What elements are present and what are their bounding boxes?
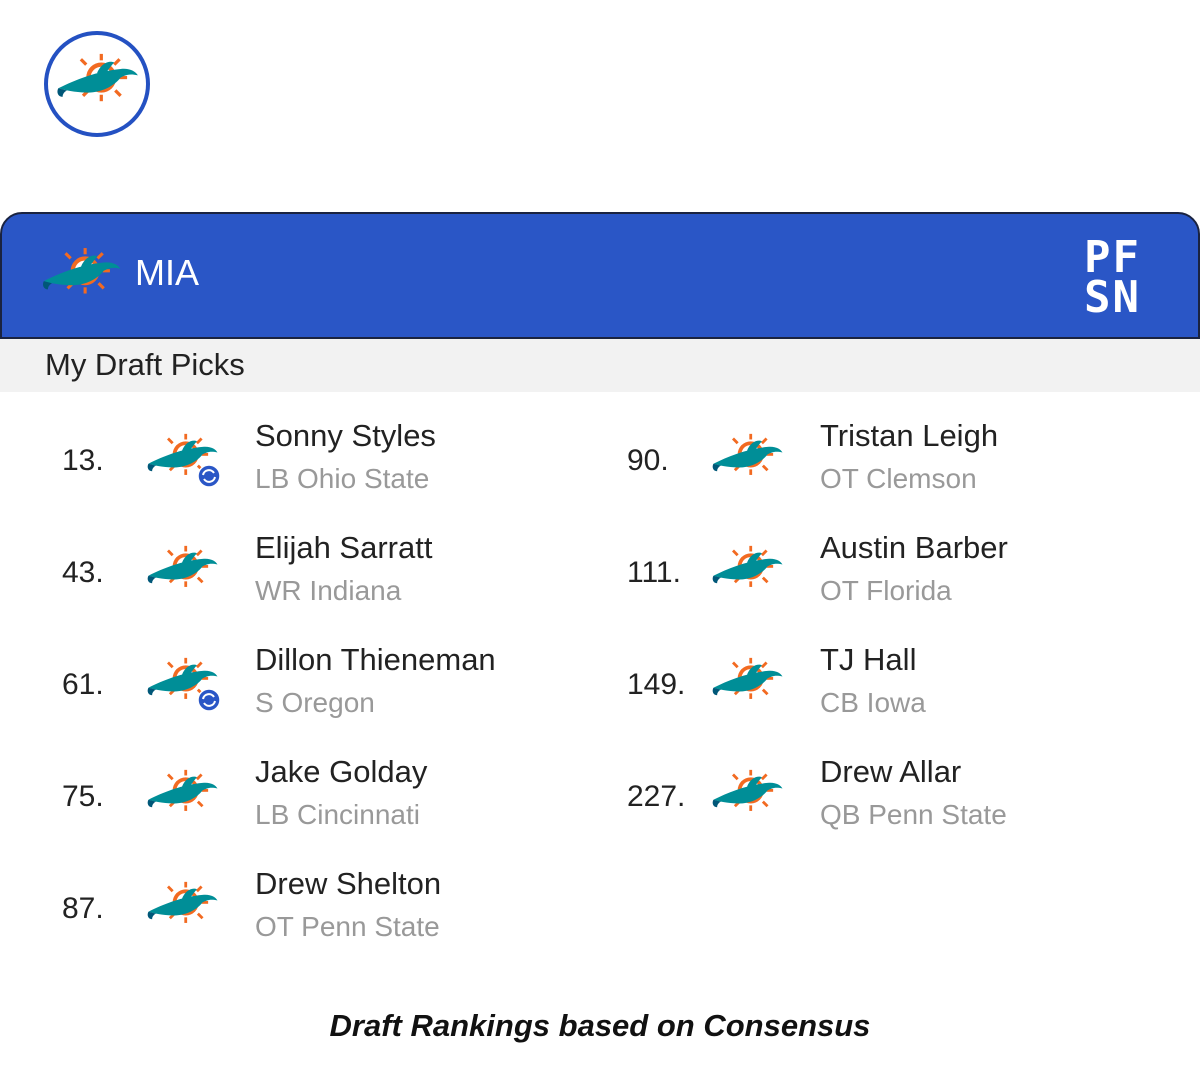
traded-badge: [197, 688, 220, 712]
brand-logo: SN: [1084, 272, 1141, 323]
team-icon: [144, 880, 220, 936]
team-icon: [144, 544, 220, 600]
player-details: QB Penn State: [820, 799, 1007, 830]
pick-number: 87.: [62, 892, 104, 925]
player-name: Jake Golday: [255, 754, 428, 789]
team-icon: [709, 656, 785, 712]
team-icon: [144, 656, 220, 712]
footer-note: Draft Rankings based on Consensus: [329, 1008, 871, 1043]
player-name: Drew Allar: [820, 754, 962, 789]
player-details: LB Ohio State: [255, 463, 430, 494]
player-details: OT Penn State: [255, 911, 440, 942]
pick-number: 90.: [627, 444, 669, 477]
dolphin-icon: [54, 51, 140, 117]
team-header: [0, 212, 1200, 339]
team-icon: [709, 432, 785, 488]
player-details: OT Florida: [820, 575, 952, 606]
player-details: LB Cincinnati: [255, 799, 420, 830]
team-icon: [144, 432, 220, 488]
player-name: Dillon Thieneman: [255, 642, 496, 677]
player-details: WR Indiana: [255, 575, 402, 606]
player-details: S Oregon: [255, 687, 375, 718]
brand-logo: PF: [1084, 232, 1141, 283]
pick-number: 227.: [627, 780, 686, 813]
section-title: My Draft Picks: [45, 347, 245, 382]
team-logo: [44, 31, 150, 137]
player-name: Elijah Sarratt: [255, 530, 433, 565]
player-name: Austin Barber: [820, 530, 1008, 565]
team-icon: [709, 544, 785, 600]
section-band: [0, 339, 1200, 392]
pick-number: 43.: [62, 556, 104, 589]
traded-badge: [197, 464, 220, 488]
player-details: CB Iowa: [820, 687, 926, 718]
player-details: OT Clemson: [820, 463, 977, 494]
team-icon: [709, 768, 785, 824]
player-name: Tristan Leigh: [820, 418, 999, 453]
team-code: MIA: [135, 252, 200, 293]
header-dolphin-icon: [38, 246, 124, 308]
team-icon: [144, 768, 220, 824]
pick-number: 149.: [627, 668, 686, 701]
pick-number: 111.: [627, 556, 681, 589]
pick-number: 61.: [62, 668, 104, 701]
player-name: TJ Hall: [820, 642, 917, 677]
pick-number: 75.: [62, 780, 104, 813]
player-name: Sonny Styles: [255, 418, 436, 453]
player-name: Drew Shelton: [255, 866, 442, 901]
pick-number: 13.: [62, 444, 104, 477]
